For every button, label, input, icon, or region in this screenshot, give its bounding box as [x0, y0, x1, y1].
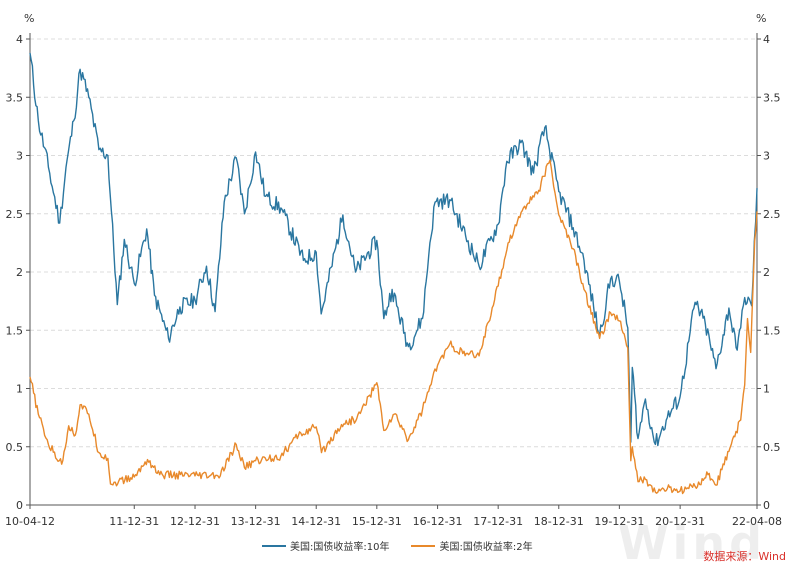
y-unit-right: % [756, 12, 766, 25]
y-tick-label-left: 1 [16, 383, 23, 396]
y-tick-label-left: 0.5 [6, 441, 24, 454]
y-tick-label-right: 4 [763, 33, 770, 46]
series-line-2y [29, 159, 758, 495]
wind-watermark: Wind [617, 516, 766, 570]
y-tick-label-right: 2.5 [763, 208, 781, 221]
x-tick-label: 19-12-31 [594, 515, 644, 528]
x-tick-label: 15-12-31 [352, 515, 402, 528]
x-tick-label: 16-12-31 [413, 515, 463, 528]
y-tick-label-right: 0.5 [763, 441, 781, 454]
x-tick-label: 13-12-31 [231, 515, 281, 528]
y-tick-label-left: 2.5 [6, 208, 24, 221]
y-tick-label-left: 3.5 [6, 91, 24, 104]
y-unit-left: % [24, 12, 34, 25]
y-tick-label-right: 3 [763, 150, 770, 163]
y-tick-label-right: 1.5 [763, 324, 781, 337]
x-tick-label: 11-12-31 [109, 515, 159, 528]
x-tick-label: 18-12-31 [534, 515, 584, 528]
x-tick-label: 20-12-31 [655, 515, 705, 528]
series-line-10y [29, 52, 758, 447]
legend-label-10y: 美国:国债收益率:10年 [290, 542, 390, 553]
grid-lines [30, 38, 757, 448]
legend-swatch-2y [411, 544, 436, 547]
x-tick-label: 17-12-31 [473, 515, 523, 528]
data-source-label: 数据来源：Wind [703, 550, 786, 563]
x-tick-label: 12-12-31 [170, 515, 220, 528]
y-tick-label-left: 2 [16, 266, 23, 279]
axes [26, 33, 761, 509]
x-tick-label: 14-12-31 [291, 515, 341, 528]
x-tick-label: 22-04-08 [732, 515, 782, 528]
legend-label-2y: 美国:国债收益率:2年 [439, 542, 533, 553]
x-tick-label: 10-04-12 [5, 515, 55, 528]
y-tick-label-right: 3.5 [763, 91, 781, 104]
tick-labels: 0 0 0.5 0.5 1 1 1.5 1.5 2 2 2.5 2.5 3 3 3.5 3.5 4 4 10-04-… [5, 33, 782, 528]
y-tick-label-right: 1 [763, 383, 770, 396]
chart-legend: 美国:国债收益率:10年 美国:国债收益率:2年 [262, 538, 533, 553]
series-layer [29, 52, 758, 495]
y-tick-label-right: 2 [763, 266, 770, 279]
y-tick-label-left: 1.5 [6, 324, 24, 337]
legend-item-10y: 美国:国债收益率:10年 [262, 538, 389, 553]
legend-item-2y: 美国:国债收益率:2年 [411, 538, 533, 553]
y-tick-label-right: 0 [763, 499, 770, 512]
y-tick-label-left: 4 [16, 33, 23, 46]
legend-swatch-10y [262, 544, 286, 547]
y-tick-label-left: 3 [16, 150, 23, 163]
y-tick-label-left: 0 [16, 499, 23, 512]
